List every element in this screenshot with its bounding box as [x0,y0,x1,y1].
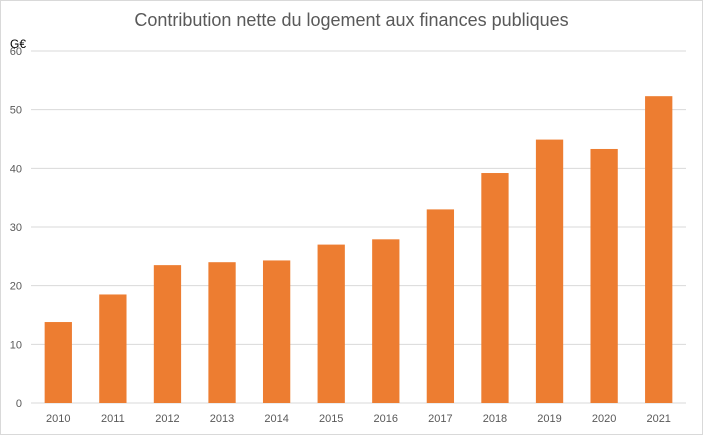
y-tick-label-0: 0 [16,398,22,410]
x-tick-label-2017: 2017 [428,413,452,425]
y-axis-unit-label: G€ [10,37,27,51]
gridlines [31,50,686,404]
bar-2018 [481,173,509,403]
chart-title: Contribution nette du logement aux finan… [134,10,569,30]
bar-2012 [153,265,182,403]
x-tick-label-2015: 2015 [319,413,343,425]
bars [44,96,673,403]
y-tick-label-40: 40 [10,163,22,175]
bar-2013 [208,262,236,403]
x-tick-label-2013: 2013 [210,413,234,425]
y-tick-label-10: 10 [10,339,22,351]
x-tick-label-2011: 2011 [101,413,125,425]
bar-2020 [590,148,618,403]
bar-2019 [535,139,564,403]
bar-2021 [645,96,673,403]
x-tick-label-2012: 2012 [155,413,179,425]
x-tick-label-2016: 2016 [374,413,398,425]
bar-2016 [372,239,400,403]
x-tick-label-2019: 2019 [537,413,561,425]
y-axis-ticks: 0 10 20 30 40 50 60 [10,46,22,410]
x-tick-label-2010: 2010 [46,413,70,425]
y-tick-label-20: 20 [10,281,22,293]
bar-2017 [426,209,455,403]
x-tick-label-2021: 2021 [646,413,670,425]
y-tick-label-30: 30 [10,222,22,234]
y-tick-label-50: 50 [10,105,22,117]
y-tick-label-60: 60 [10,46,22,58]
x-tick-label-2020: 2020 [592,413,616,425]
x-axis-ticks: 2010 2011 2012 2013 2014 2015 2016 2017 2018 2019… [46,413,671,425]
bar-2011 [99,294,127,403]
x-tick-label-2014: 2014 [264,413,288,425]
bar-2010 [44,322,72,403]
bar-2015 [317,244,345,403]
bar-2014 [262,260,291,403]
x-tick-label-2018: 2018 [483,413,507,425]
